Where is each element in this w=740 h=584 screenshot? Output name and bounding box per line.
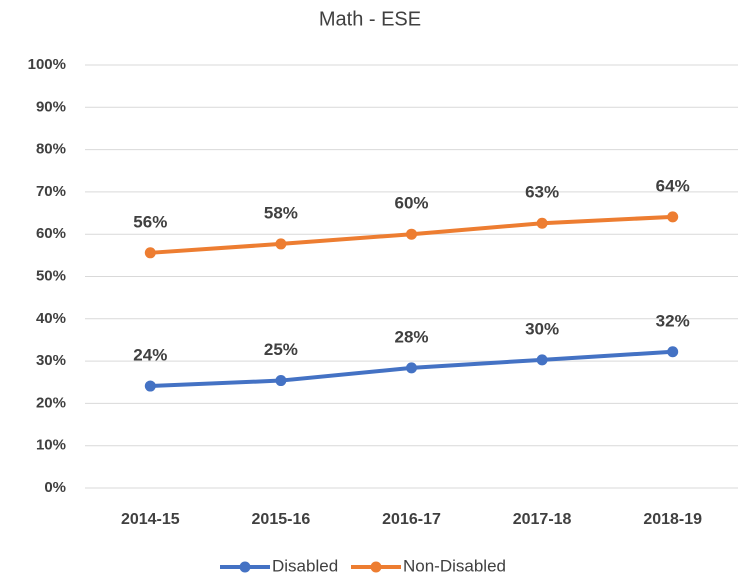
legend-marker xyxy=(239,561,251,573)
data-label: 56% xyxy=(133,212,167,231)
point xyxy=(536,354,548,366)
y-tick-label: 0% xyxy=(44,479,66,496)
x-tick-label: 2015-16 xyxy=(252,511,311,528)
y-tick-label: 20% xyxy=(36,394,66,411)
y-tick-label: 50% xyxy=(36,267,66,284)
point xyxy=(406,228,417,240)
data-label: 63% xyxy=(525,183,559,202)
y-tick-label: 30% xyxy=(36,352,66,369)
point xyxy=(667,346,679,358)
point xyxy=(667,211,679,223)
x-tick-label: 2017-18 xyxy=(513,511,572,528)
data-label: 64% xyxy=(656,176,690,195)
y-tick-label: 90% xyxy=(36,98,66,115)
x-tick-label: 2014-15 xyxy=(121,511,180,528)
data-label: 25% xyxy=(264,340,298,359)
data-label: 60% xyxy=(394,194,428,213)
legend-marker xyxy=(370,561,382,573)
y-tick-label: 40% xyxy=(36,310,66,327)
y-tick-label: 10% xyxy=(36,437,66,454)
data-label: 28% xyxy=(394,327,428,346)
point xyxy=(536,217,548,229)
legend-label: Disabled xyxy=(272,556,338,575)
data-label: 58% xyxy=(264,203,298,222)
x-tick-label: 2018-19 xyxy=(643,511,702,528)
chart-title: Math - ESE xyxy=(319,8,421,30)
y-tick-label: 60% xyxy=(36,225,66,242)
x-tick-label: 2016-17 xyxy=(382,511,441,528)
legend-label: Non-Disabled xyxy=(403,556,506,575)
point xyxy=(144,247,156,259)
y-tick-label: 80% xyxy=(36,141,66,158)
y-tick-label: 70% xyxy=(36,183,66,200)
point xyxy=(275,238,287,250)
point xyxy=(144,380,156,392)
data-label: 24% xyxy=(133,346,167,365)
point xyxy=(275,375,287,387)
data-label: 32% xyxy=(656,311,690,330)
point xyxy=(406,362,417,374)
y-tick-label: 100% xyxy=(28,56,66,73)
data-label: 30% xyxy=(525,319,559,338)
